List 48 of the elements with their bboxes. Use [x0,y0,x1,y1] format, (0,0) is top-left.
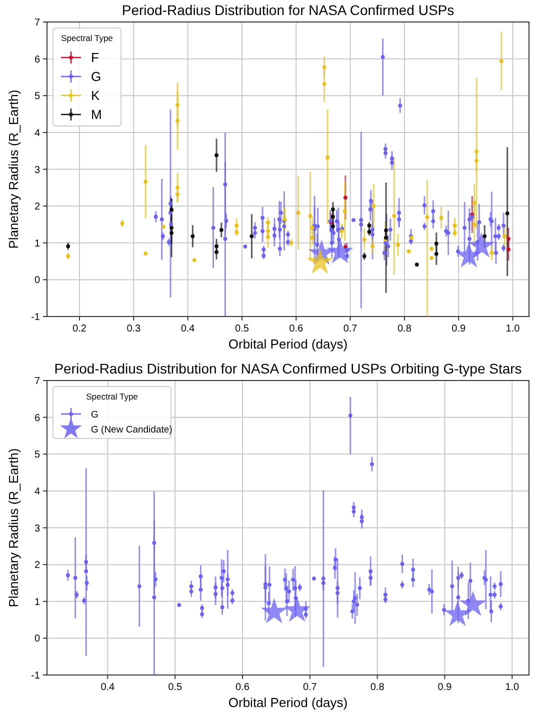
x-tick-label: 0.3 [126,324,142,334]
x-tick-label: 0.4 [100,682,116,693]
y-tick-label: -1 [31,312,40,323]
y-tick-label: -1 [31,670,40,682]
x-tick-label: 0.9 [438,682,452,693]
chart-title: Period-Radius Distribution for NASA Confirmed USPs [122,2,454,18]
x-tick-label: 0.6 [236,682,250,693]
y-tick-label: 7 [34,376,40,387]
legend-title: Spectral Type [61,33,114,43]
y-tick-label: 0 [34,275,40,286]
x-tick-label: 0.4 [180,324,196,334]
y-axis-title: Planetary Radius (R_Earth) [6,90,21,249]
x-tick-label: 1.0 [505,682,520,693]
x-tick-label: 0.5 [168,682,182,693]
x-tick-label: 0.9 [452,324,466,334]
y-tick-label: 3 [34,164,40,176]
y-tick-label: 4 [34,486,40,498]
x-tick-label: 1.0 [506,324,520,334]
chart-title: Period-Radius Distribution for NASA Confirmed USPs Orbiting G-type Stars [54,360,522,376]
x-tick-label: 0.2 [72,324,87,334]
y-tick-label: 3 [34,523,40,534]
y-tick-label: 5 [34,450,40,461]
y-tick-label: 5 [34,91,40,102]
legend-label: M [91,107,102,122]
y-tick-label: 1 [34,596,40,608]
x-tick-label: 0.5 [235,324,250,334]
x-tick-label: 0.7 [302,682,318,693]
legend-label: G [91,69,102,84]
y-tick-label: 6 [34,54,40,66]
y-tick-label: 7 [34,18,40,28]
legend-label: G (New Candidate) [91,424,172,436]
x-axis-title: Orbital Period (days) [228,695,348,710]
y-tick-label: 2 [34,560,40,572]
x-axis-title: Orbital Period (days) [228,336,348,352]
y-tick-label: 2 [34,202,40,213]
legend-title: Spectral Type [86,392,138,402]
y-tick-label: 1 [34,238,40,250]
legend-label: G [91,409,98,420]
y-tick-label: 4 [34,128,40,139]
legend-label: K [91,88,100,104]
x-tick-label: 0.7 [343,324,358,334]
x-tick-label: 0.8 [397,324,412,334]
x-tick-label: 0.8 [370,682,385,693]
y-axis-title: Planetary Radius (R_Earth) [6,448,21,608]
y-tick-label: 6 [34,412,40,424]
y-tick-label: 0 [34,634,40,645]
x-tick-label: 0.6 [289,324,304,334]
legend-label: F [91,50,99,66]
